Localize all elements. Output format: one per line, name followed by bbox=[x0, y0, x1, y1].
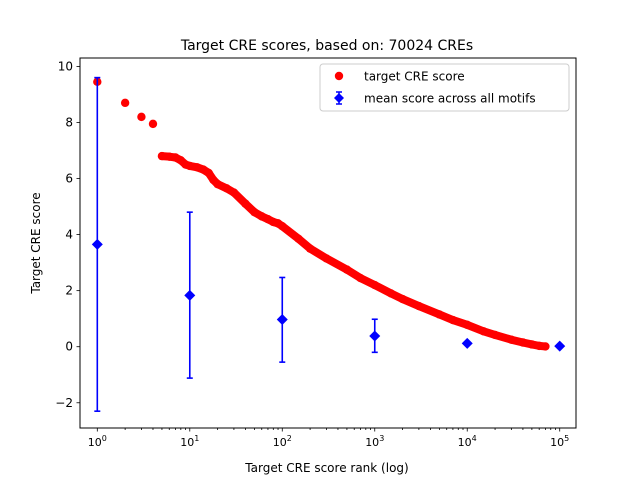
x-axis-label: Target CRE score rank (log) bbox=[244, 461, 408, 475]
x-tick-exponent: 3 bbox=[379, 434, 384, 443]
legend-frame bbox=[319, 63, 570, 112]
y-tick-label: 8 bbox=[65, 115, 73, 129]
score-point bbox=[120, 98, 130, 108]
score-curve bbox=[157, 152, 550, 351]
mean-score-point bbox=[91, 238, 103, 250]
mean-score-point bbox=[369, 330, 381, 342]
mean-score-point bbox=[461, 337, 473, 349]
x-tick-base: 10 bbox=[550, 436, 564, 449]
x-tick-base: 10 bbox=[273, 436, 287, 449]
legend-entry-label: target CRE score bbox=[364, 70, 465, 84]
x-tick-exponent: 1 bbox=[194, 434, 199, 443]
x-tick-label: 104 bbox=[458, 434, 477, 449]
x-tick-exponent: 2 bbox=[287, 434, 292, 443]
legend-entry-label: mean score across all motifs bbox=[364, 92, 536, 106]
series-layer bbox=[91, 76, 566, 412]
score-point bbox=[148, 119, 158, 129]
x-tick-exponent: 0 bbox=[102, 434, 107, 443]
legend-diamond-marker bbox=[334, 93, 344, 103]
x-tick-base: 10 bbox=[365, 436, 379, 449]
score-point bbox=[137, 112, 146, 122]
y-axis-label: Target CRE score bbox=[29, 192, 43, 294]
y-tick-label: 4 bbox=[65, 228, 73, 242]
x-tick-base: 10 bbox=[88, 436, 102, 449]
legend-circle-marker bbox=[334, 71, 344, 81]
y-tick-label: 0 bbox=[65, 340, 73, 354]
x-tick-label: 105 bbox=[550, 434, 569, 449]
mean-score-point bbox=[276, 314, 288, 326]
mean-score-point bbox=[554, 340, 566, 352]
mean-score-point bbox=[184, 289, 196, 301]
x-tick-label: 103 bbox=[365, 434, 384, 449]
plot-frame bbox=[79, 57, 577, 429]
x-tick-label: 100 bbox=[88, 434, 107, 449]
x-tick-base: 10 bbox=[458, 436, 472, 449]
series-0 bbox=[93, 77, 550, 351]
y-tick-label: −2 bbox=[55, 396, 73, 410]
x-tick-base: 10 bbox=[180, 436, 194, 449]
x-tick-label: 102 bbox=[273, 434, 292, 449]
series-1 bbox=[91, 76, 566, 412]
x-tick-exponent: 4 bbox=[472, 434, 477, 443]
x-tick-exponent: 5 bbox=[564, 434, 569, 443]
y-tick-label: 10 bbox=[58, 59, 73, 73]
legend: target CRE score mean score across all mo… bbox=[319, 63, 570, 112]
y-tick-label: 6 bbox=[65, 172, 73, 186]
x-tick-label: 101 bbox=[180, 434, 199, 449]
chart-title: Target CRE scores, based on: 70024 CREs bbox=[180, 38, 473, 54]
y-tick-label: 2 bbox=[65, 284, 73, 298]
